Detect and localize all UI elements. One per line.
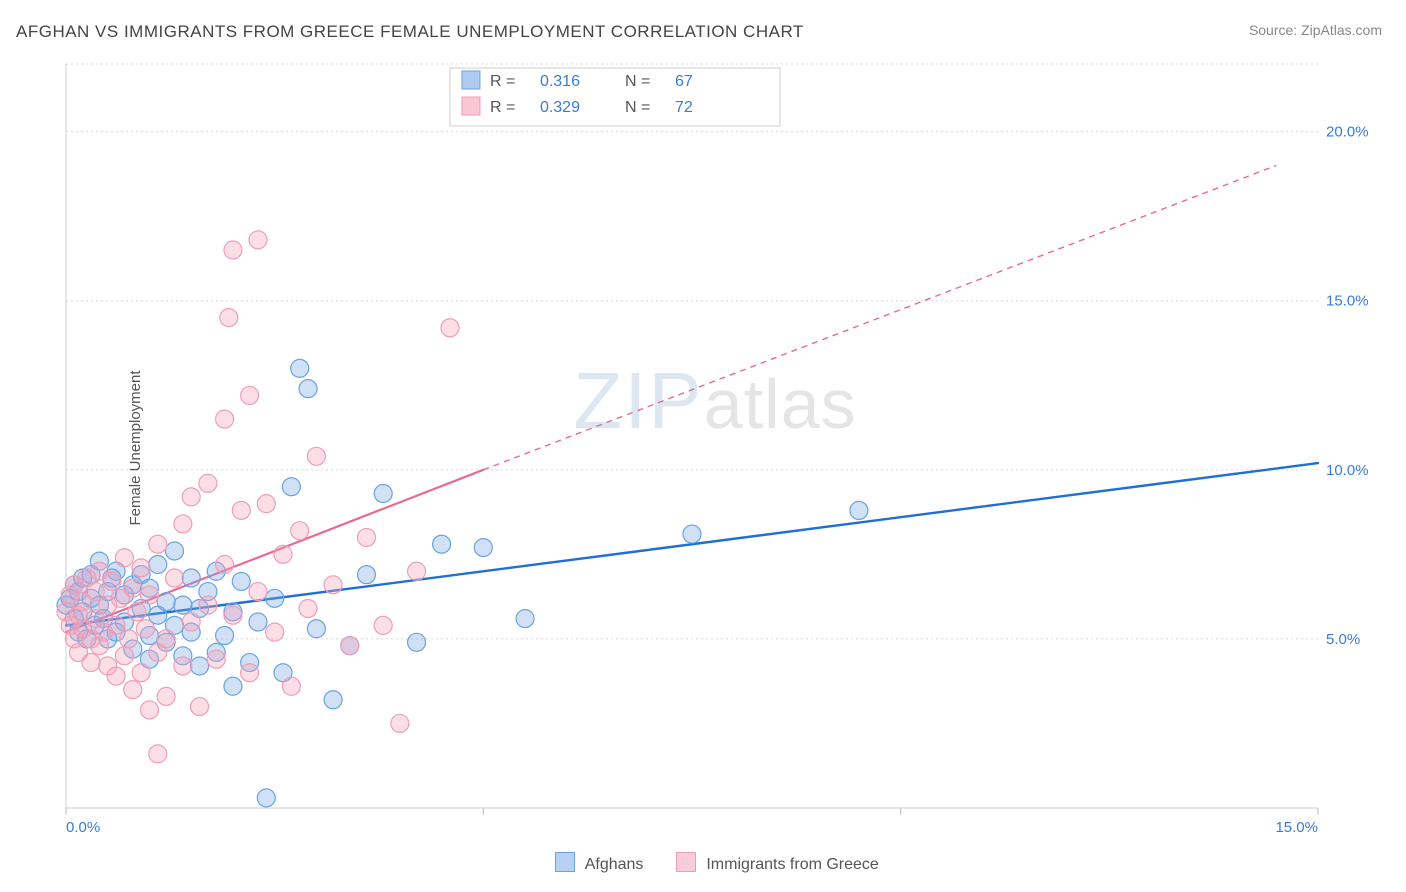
y-axis-label: Female Unemployment <box>127 370 144 525</box>
svg-text:R =: R = <box>490 99 515 116</box>
svg-text:67: 67 <box>675 73 693 90</box>
legend-label-1: Immigrants from Greece <box>706 856 878 873</box>
svg-text:N =: N = <box>625 73 650 90</box>
legend-label-0: Afghans <box>585 856 644 873</box>
svg-text:0.0%: 0.0% <box>66 819 100 836</box>
svg-text:10.0%: 10.0% <box>1326 462 1369 479</box>
svg-text:5.0%: 5.0% <box>1326 631 1360 648</box>
svg-text:20.0%: 20.0% <box>1326 124 1369 141</box>
svg-text:72: 72 <box>675 99 693 116</box>
svg-text:R =: R = <box>490 73 515 90</box>
legend-swatch-0 <box>555 852 575 872</box>
bottom-legend: Afghans Immigrants from Greece <box>0 852 1406 874</box>
chart-title: AFGHAN VS IMMIGRANTS FROM GREECE FEMALE … <box>16 22 804 42</box>
scatter-svg: 0.0% 15.0% 5.0% 10.0% 15.0% 20.0% R = 0.316 N = 6… <box>50 58 1380 838</box>
svg-text:0.316: 0.316 <box>540 73 580 90</box>
source-label: Source: ZipAtlas.com <box>1249 22 1382 38</box>
svg-text:15.0%: 15.0% <box>1326 293 1369 310</box>
svg-text:15.0%: 15.0% <box>1275 819 1318 836</box>
svg-text:N =: N = <box>625 99 650 116</box>
legend-swatch-1 <box>676 852 696 872</box>
svg-text:0.329: 0.329 <box>540 99 580 116</box>
plot-area: Female Unemployment 0.0% 15.0% 5.0% 10.0% 15… <box>50 58 1380 838</box>
